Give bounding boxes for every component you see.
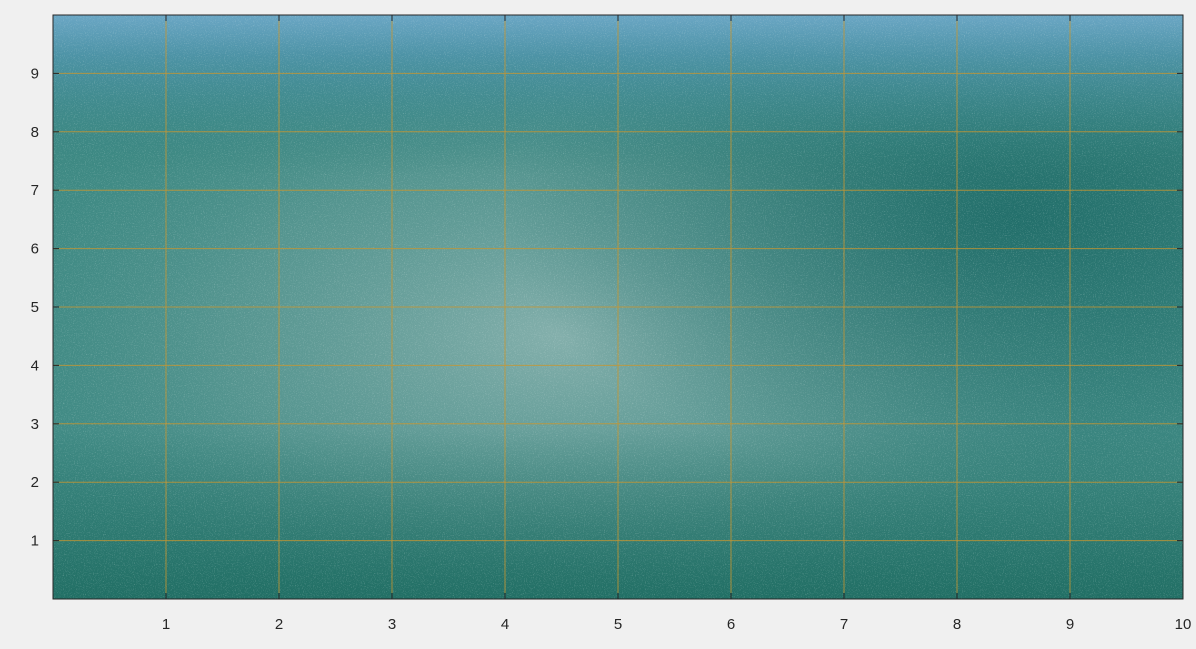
x-tick-label: 9 (1066, 616, 1074, 633)
x-axis: 1 2 3 4 5 6 7 8 9 10 (162, 15, 1192, 633)
y-tick-label: 2 (31, 474, 39, 491)
x-tick-label: 10 (1175, 616, 1192, 633)
x-tick-label: 6 (727, 616, 735, 633)
y-tick-label: 8 (31, 124, 39, 141)
x-tick-label: 1 (162, 616, 170, 633)
y-tick-label: 1 (31, 533, 39, 550)
x-tick-label: 5 (614, 616, 622, 633)
x-tick-label: 4 (501, 616, 509, 633)
x-tick-label: 3 (388, 616, 396, 633)
y-tick-label: 4 (31, 357, 39, 374)
y-tick-label: 6 (31, 241, 39, 258)
y-axis: 1 2 3 4 5 6 7 8 9 (31, 65, 1183, 550)
y-tick-label: 9 (31, 65, 39, 82)
x-tick-label: 2 (275, 616, 283, 633)
grid-lines (53, 15, 1184, 599)
x-tick-label: 7 (840, 616, 848, 633)
x-tick-label: 8 (953, 616, 961, 633)
y-tick-label: 5 (31, 299, 39, 316)
y-tick-label: 7 (31, 182, 39, 199)
y-tick-label: 3 (31, 416, 39, 433)
